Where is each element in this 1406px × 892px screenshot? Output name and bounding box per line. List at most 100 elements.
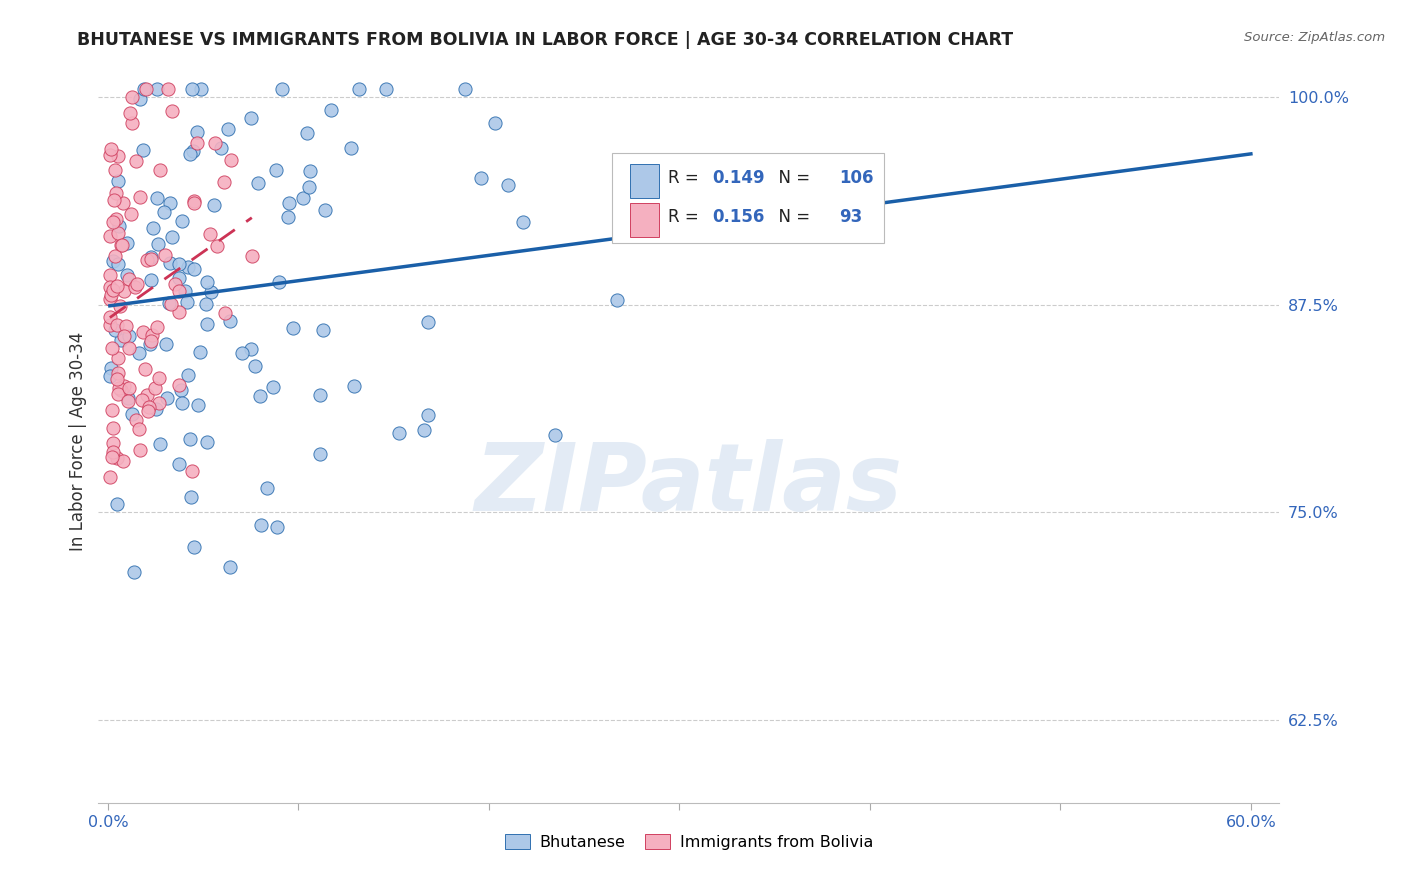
Point: [262, 380, 284, 394]
Point: [169, 257, 191, 271]
Point: [239, 343, 262, 357]
Point: [321, 103, 343, 117]
Point: [134, 362, 156, 376]
Point: [107, 149, 129, 163]
Point: [312, 322, 335, 336]
Point: [187, 398, 209, 412]
Point: [167, 284, 190, 298]
Point: [115, 236, 138, 251]
Point: [129, 190, 152, 204]
Point: [136, 388, 159, 402]
Point: [177, 260, 200, 274]
Point: [131, 392, 153, 407]
Point: [200, 285, 222, 300]
Point: [98, 148, 121, 162]
Point: [121, 116, 143, 130]
Point: [128, 442, 150, 457]
Point: [112, 328, 135, 343]
Point: [98, 310, 121, 324]
Point: [100, 143, 122, 157]
Point: [249, 389, 271, 403]
Point: [176, 294, 198, 309]
Point: [146, 81, 169, 95]
Point: [139, 334, 162, 349]
Point: [277, 195, 299, 210]
Point: [121, 90, 143, 104]
Point: [105, 186, 128, 201]
Point: [183, 540, 205, 554]
Point: [100, 342, 122, 356]
Point: [172, 396, 194, 410]
Text: 0.149: 0.149: [713, 169, 765, 187]
Point: [159, 196, 181, 211]
Point: [214, 306, 236, 320]
Point: [98, 318, 121, 332]
Point: [231, 345, 253, 359]
Point: [167, 304, 190, 318]
Point: [132, 144, 155, 158]
Point: [349, 81, 371, 95]
Point: [195, 275, 218, 289]
Point: [103, 248, 125, 262]
Point: [169, 457, 191, 471]
Point: [107, 226, 129, 240]
Point: [107, 257, 129, 271]
Point: [98, 470, 121, 484]
FancyBboxPatch shape: [612, 153, 884, 243]
Point: [107, 387, 129, 401]
Point: [374, 81, 396, 95]
Point: [103, 254, 125, 268]
Legend: Bhutanese, Immigrants from Bolivia: Bhutanese, Immigrants from Bolivia: [498, 828, 880, 856]
Point: [103, 193, 125, 207]
Point: [101, 283, 124, 297]
Point: [105, 371, 128, 385]
Point: [269, 275, 291, 289]
Text: ZIPatlas: ZIPatlas: [475, 439, 903, 531]
Text: 0.156: 0.156: [713, 208, 765, 226]
Point: [128, 422, 150, 436]
Point: [512, 215, 534, 229]
Point: [117, 381, 139, 395]
Y-axis label: In Labor Force | Age 30-34: In Labor Force | Age 30-34: [69, 332, 87, 551]
Point: [120, 106, 142, 120]
Point: [104, 212, 127, 227]
Point: [240, 249, 263, 263]
Point: [132, 81, 155, 95]
Point: [101, 421, 124, 435]
Point: [98, 292, 121, 306]
Point: [103, 445, 125, 459]
Point: [105, 451, 128, 466]
Point: [298, 180, 321, 194]
Point: [195, 318, 218, 332]
Point: [195, 296, 218, 310]
Text: R =: R =: [668, 208, 703, 226]
Point: [207, 239, 229, 253]
Point: [157, 296, 180, 310]
Point: [125, 153, 148, 168]
Point: [128, 346, 150, 360]
Point: [155, 336, 177, 351]
Point: [167, 271, 190, 285]
Point: [170, 383, 193, 397]
Point: [179, 147, 201, 161]
Point: [107, 351, 129, 366]
FancyBboxPatch shape: [630, 163, 659, 198]
Point: [118, 271, 141, 285]
Point: [129, 92, 152, 106]
Point: [219, 560, 242, 574]
Point: [190, 81, 212, 95]
Point: [221, 153, 243, 167]
Point: [217, 121, 239, 136]
Point: [121, 407, 143, 421]
Point: [180, 464, 202, 478]
Point: [155, 247, 177, 261]
Point: [219, 314, 242, 328]
Point: [100, 360, 122, 375]
Point: [108, 381, 131, 395]
Point: [110, 238, 132, 252]
Point: [202, 198, 225, 212]
Point: [149, 437, 172, 451]
Point: [159, 256, 181, 270]
Point: [101, 450, 124, 465]
Point: [160, 230, 183, 244]
